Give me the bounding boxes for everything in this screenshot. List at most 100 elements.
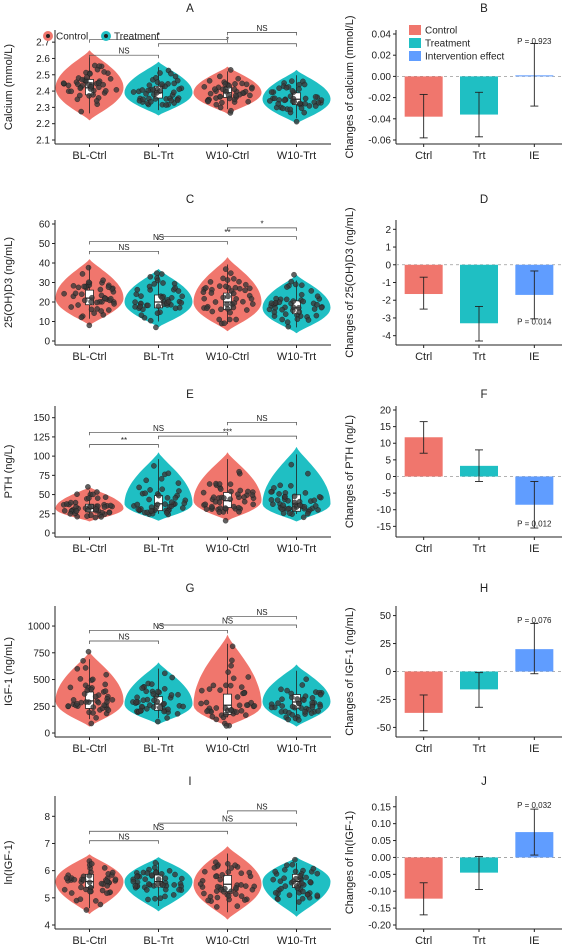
data-point	[136, 484, 142, 491]
data-point	[178, 300, 185, 306]
data-point	[311, 306, 318, 312]
y-tick-label: 10	[380, 439, 392, 450]
data-point	[296, 717, 302, 723]
data-point	[282, 311, 289, 317]
data-point	[234, 694, 241, 700]
data-point	[231, 503, 237, 510]
significance-label: NS	[118, 47, 129, 56]
y-tick-label: 25	[380, 639, 392, 650]
legend-label: Intervention effect	[425, 52, 505, 63]
data-point	[130, 878, 137, 885]
data-point	[223, 682, 229, 689]
data-point	[91, 310, 97, 316]
data-point	[236, 468, 242, 475]
x-tick-label: BL-Trt	[143, 351, 173, 363]
data-point	[162, 501, 168, 507]
x-tick-label: BL-Ctrl	[72, 150, 106, 162]
y-axis-label: Changes of PTH (ng/L)	[344, 415, 356, 528]
data-point	[90, 92, 96, 98]
legend-swatch-2	[409, 51, 421, 61]
data-point	[300, 888, 306, 895]
data-point	[155, 688, 161, 695]
data-point	[71, 876, 78, 883]
y-tick-label: 250	[33, 702, 50, 713]
data-point	[313, 312, 320, 319]
data-point	[152, 895, 158, 902]
data-point	[292, 281, 299, 288]
data-point	[218, 306, 224, 313]
data-point	[276, 85, 282, 91]
data-point	[284, 319, 291, 325]
panel-label: G	[186, 583, 195, 595]
data-point	[157, 895, 164, 901]
data-point	[100, 277, 106, 283]
data-point	[78, 291, 85, 297]
y-tick-label: -0.10	[368, 887, 391, 898]
data-point	[93, 98, 100, 104]
data-point	[278, 885, 284, 892]
panel-a: A 2.1 2.2 2.3 2.4 2.5 2.6 2.7 Calcium (mmol/L) BL…	[3, 3, 331, 162]
data-point	[277, 878, 284, 884]
data-point	[249, 85, 255, 92]
data-point	[276, 491, 282, 497]
panel-e: E 0 25 50 75 100 125 150 PTH (ng/L) BL-Ctrl BL-Trt…	[3, 389, 331, 555]
data-point	[63, 875, 70, 881]
data-point	[93, 506, 99, 512]
significance-bracket	[158, 43, 297, 47]
data-point	[216, 316, 222, 323]
data-point	[89, 294, 95, 301]
data-point	[150, 691, 157, 697]
y-tick-label: 2.5	[36, 70, 50, 81]
data-point	[200, 489, 207, 496]
data-point	[278, 709, 285, 715]
data-point	[302, 708, 308, 715]
data-point	[146, 283, 153, 290]
x-tick-label: BL-Ctrl	[72, 743, 106, 755]
data-point	[90, 491, 96, 498]
data-point	[75, 302, 81, 308]
data-point	[284, 687, 290, 694]
significance-bracket	[89, 241, 228, 245]
data-point	[81, 283, 87, 290]
data-point	[87, 71, 93, 77]
data-point	[241, 494, 247, 500]
data-point	[303, 676, 309, 682]
data-point	[225, 893, 232, 899]
data-point	[109, 869, 116, 876]
data-point	[85, 648, 92, 655]
x-tick-label: Ctrl	[415, 150, 432, 162]
data-point	[290, 304, 297, 311]
data-point	[104, 883, 111, 889]
data-point	[163, 102, 169, 108]
x-tick-label: Ctrl	[415, 935, 432, 945]
data-point	[231, 276, 237, 282]
data-point	[243, 81, 250, 88]
data-point	[87, 888, 93, 895]
data-point	[270, 876, 276, 883]
panel-d: D -4 -3 -2 -1 0 1 2 Changes of 25(OH)D3 (ng/mL) C…	[344, 194, 562, 363]
data-point	[301, 697, 307, 703]
data-point	[243, 712, 249, 718]
data-point	[224, 301, 230, 308]
data-point	[147, 317, 154, 324]
data-point	[175, 691, 181, 698]
data-point	[152, 864, 158, 871]
data-point	[279, 703, 285, 709]
data-point	[156, 492, 162, 499]
data-point	[85, 264, 92, 271]
data-point	[146, 881, 152, 887]
data-point	[85, 484, 91, 490]
significance-label: NS	[118, 243, 129, 252]
data-point	[159, 295, 165, 301]
x-tick-label: Trt	[472, 351, 485, 363]
y-axis-label: Changes of 25(OH)D3 (ng/mL)	[344, 207, 356, 357]
y-axis-label: Changes of calcium (mmol/L)	[344, 15, 356, 158]
data-point	[225, 669, 231, 675]
y-tick-label: 0.00	[372, 72, 392, 83]
panel-g: G 0 250 500 750 1000 IGF-1 (ng/mL) BL-Ctrl BL-Tr…	[3, 583, 331, 755]
data-point	[98, 880, 105, 887]
x-tick-label: Trt	[472, 935, 485, 945]
p-value-annotation: P = 0.923	[517, 37, 552, 46]
panel-label: D	[480, 194, 488, 206]
data-point	[142, 876, 148, 882]
